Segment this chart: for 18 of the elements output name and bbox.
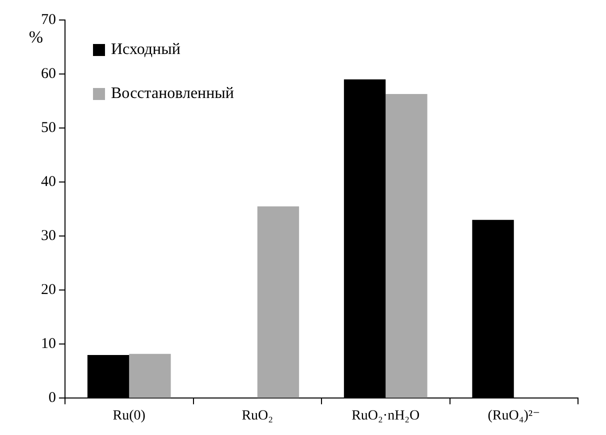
legend-label: Исходный xyxy=(111,41,181,58)
y-tick-label: 10 xyxy=(41,336,56,352)
bar xyxy=(257,206,300,398)
bar xyxy=(129,354,171,398)
y-tick-label: 40 xyxy=(41,174,56,190)
bar xyxy=(386,94,428,398)
x-tick-label: RuO₂ xyxy=(242,408,274,424)
legend-label: Восстановленный xyxy=(111,85,234,102)
y-tick-label: 20 xyxy=(41,282,56,298)
x-tick-label: RuO₂·nH₂O xyxy=(352,408,420,424)
y-axis-title: % xyxy=(28,27,43,46)
y-tick-label: 30 xyxy=(41,228,56,244)
y-tick-label: 0 xyxy=(48,390,56,406)
y-tick-label: 70 xyxy=(41,12,56,28)
x-tick-label: (RuO₄)²⁻ xyxy=(488,408,540,424)
x-tick-label: Ru(0) xyxy=(112,408,146,424)
y-tick-label: 50 xyxy=(41,120,56,136)
y-tick-label: 60 xyxy=(41,66,56,82)
